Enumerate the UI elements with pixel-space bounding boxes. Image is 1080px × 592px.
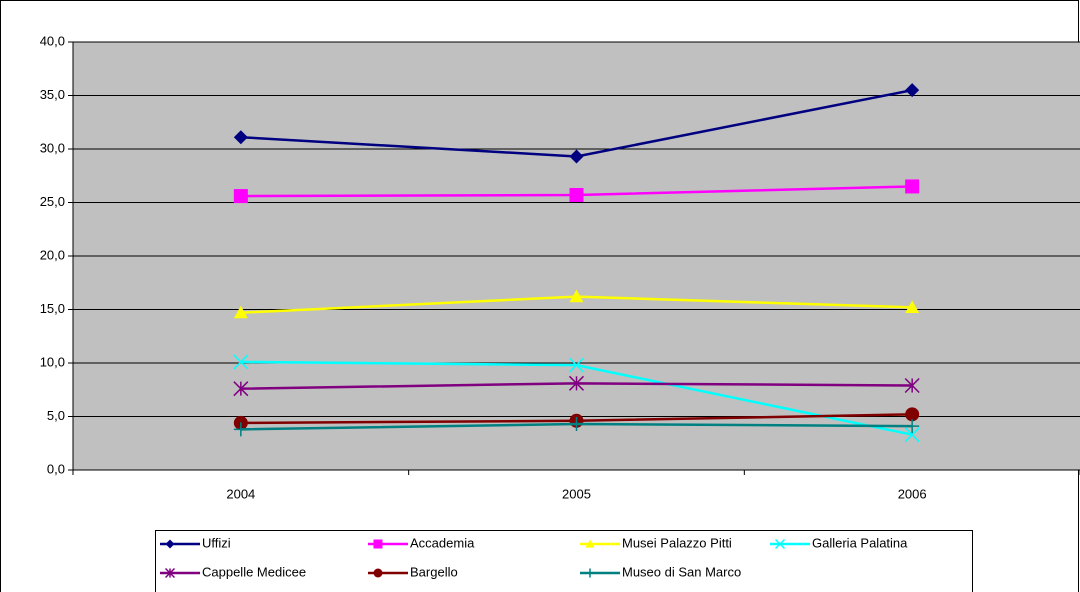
legend-label: Cappelle Medicee (202, 564, 306, 579)
marker (233, 130, 248, 145)
marker (233, 381, 249, 397)
legend-entry: Musei Palazzo Pitti (580, 535, 732, 550)
legend-label: Museo di San Marco (622, 564, 741, 579)
y-tick-label: 20,0 (40, 247, 65, 262)
marker (233, 305, 248, 319)
x-tick-label: 2006 (898, 486, 927, 501)
marker (904, 377, 920, 394)
y-tick-label: 40,0 (40, 33, 65, 48)
legend-marker (774, 538, 786, 550)
marker (905, 83, 920, 98)
marker (905, 419, 920, 434)
legend-entry: Cappelle Medicee (160, 564, 306, 579)
marker (233, 422, 248, 437)
legend-label: Accademia (410, 535, 475, 550)
y-tick-label: 25,0 (40, 194, 65, 209)
x-tick-label: 2005 (562, 486, 591, 501)
marker (569, 149, 584, 164)
legend-label: Galleria Palatina (812, 535, 908, 550)
marker (905, 179, 920, 194)
marker (569, 289, 584, 303)
marker (905, 407, 920, 422)
marker (233, 354, 249, 370)
legend-entry: Galleria Palatina (770, 535, 908, 550)
legend-marker (164, 567, 176, 579)
legend-marker (373, 539, 383, 549)
marker (233, 189, 248, 204)
y-tick-label: 0,0 (47, 461, 65, 476)
legend-entry: Museo di San Marco (580, 564, 741, 579)
x-tick-label: 2004 (226, 486, 255, 501)
y-tick-label: 30,0 (40, 140, 65, 155)
marker (569, 416, 584, 431)
marker (904, 427, 920, 443)
y-tick-label: 5,0 (47, 408, 65, 423)
y-tick-label: 35,0 (40, 87, 65, 102)
marker (568, 357, 585, 373)
marker (905, 300, 920, 313)
legend-marker (585, 568, 595, 578)
legend-entry: Accademia (368, 535, 475, 550)
legend-entry: Uffizi (160, 535, 231, 550)
y-tick-label: 15,0 (40, 301, 65, 316)
marker (568, 375, 585, 391)
legend-label: Uffizi (202, 535, 231, 550)
marker (569, 188, 584, 203)
legend-marker (165, 539, 175, 549)
legend-label: Bargello (410, 564, 458, 579)
legend-marker (585, 539, 595, 548)
legend-label: Musei Palazzo Pitti (622, 535, 732, 550)
legend-marker (373, 568, 383, 578)
legend (155, 530, 973, 592)
y-tick-label: 10,0 (40, 354, 65, 369)
legend-entry: Bargello (368, 564, 458, 579)
